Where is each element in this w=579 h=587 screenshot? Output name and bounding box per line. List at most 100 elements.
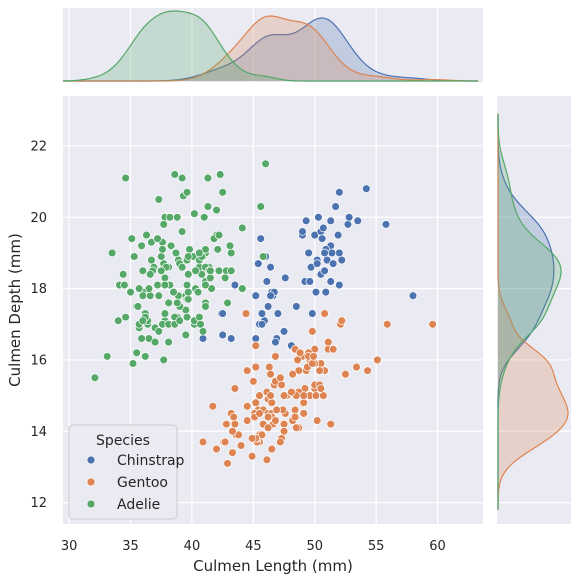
data-point-gentoo xyxy=(324,337,333,347)
data-point-gentoo xyxy=(352,362,361,372)
top-kde-fill-gentoo xyxy=(63,15,479,82)
data-point-adelie xyxy=(185,245,194,254)
legend-label-gentoo: Gentoo xyxy=(117,475,168,491)
data-point-chinstrap xyxy=(226,334,236,343)
data-point-adelie xyxy=(159,220,168,229)
data-point-gentoo xyxy=(263,412,273,422)
data-point-chinstrap xyxy=(331,202,340,211)
data-point-gentoo xyxy=(276,373,285,383)
data-point-gentoo xyxy=(228,427,237,436)
series-chinstrap xyxy=(198,184,418,350)
data-point-gentoo xyxy=(316,384,326,393)
data-point-chinstrap xyxy=(254,259,263,268)
data-point-adelie xyxy=(132,348,141,358)
data-point-adelie xyxy=(154,327,164,336)
data-point-adelie xyxy=(184,270,193,279)
data-point-adelie xyxy=(138,316,148,325)
data-point-chinstrap xyxy=(320,248,329,258)
data-point-adelie xyxy=(181,330,191,340)
data-point-gentoo xyxy=(311,391,321,400)
data-point-gentoo xyxy=(326,419,335,429)
data-point-adelie xyxy=(226,248,236,258)
data-point-gentoo xyxy=(230,384,240,393)
data-point-adelie xyxy=(199,213,209,222)
data-point-gentoo xyxy=(263,423,273,432)
legend-box xyxy=(68,424,178,520)
data-point-adelie xyxy=(129,252,139,261)
data-point-adelie xyxy=(182,312,192,322)
data-point-gentoo xyxy=(309,352,318,361)
data-point-chinstrap xyxy=(335,280,344,290)
data-point-adelie xyxy=(258,252,268,261)
data-point-adelie xyxy=(154,291,164,300)
data-point-gentoo xyxy=(299,391,308,400)
data-point-gentoo xyxy=(337,316,347,325)
y-tick-label: 22 xyxy=(30,139,47,154)
data-point-adelie xyxy=(137,334,146,343)
data-point-adelie xyxy=(90,373,100,383)
data-point-chinstrap xyxy=(251,334,261,343)
legend-label-adelie: Adelie xyxy=(117,497,160,513)
data-point-gentoo xyxy=(229,412,238,422)
x-tick-label: 40 xyxy=(184,539,201,554)
data-point-gentoo xyxy=(251,398,261,407)
y-tick-label: 18 xyxy=(30,282,47,297)
data-point-chinstrap xyxy=(320,266,329,276)
data-point-adelie xyxy=(195,312,204,322)
data-point-chinstrap xyxy=(230,280,240,290)
data-point-adelie xyxy=(170,170,180,179)
data-point-adelie xyxy=(177,227,187,236)
data-point-adelie xyxy=(128,359,138,368)
data-point-adelie xyxy=(121,173,130,183)
data-point-chinstrap xyxy=(251,291,261,300)
data-point-adelie xyxy=(150,337,160,347)
data-point-chinstrap xyxy=(344,213,354,222)
data-point-adelie xyxy=(191,266,200,276)
data-point-adelie xyxy=(193,287,203,297)
data-point-gentoo xyxy=(262,455,272,465)
right-kde-line-adelie xyxy=(497,113,562,510)
data-point-adelie xyxy=(218,188,227,197)
data-point-gentoo xyxy=(319,391,328,400)
data-point-adelie xyxy=(238,223,247,233)
data-point-gentoo xyxy=(236,441,246,450)
data-point-adelie xyxy=(154,195,164,204)
data-point-gentoo xyxy=(266,391,275,400)
data-point-adelie xyxy=(206,266,215,276)
data-point-chinstrap xyxy=(317,234,327,243)
data-point-chinstrap xyxy=(343,220,353,229)
data-point-adelie xyxy=(158,245,167,254)
data-point-gentoo xyxy=(267,444,277,454)
data-point-chinstrap xyxy=(381,220,391,229)
data-point-chinstrap xyxy=(305,277,315,286)
data-point-gentoo xyxy=(230,419,240,429)
data-point-gentoo xyxy=(220,437,230,447)
x-tick-label: 60 xyxy=(429,539,446,554)
data-point-adelie xyxy=(215,170,225,179)
data-point-gentoo xyxy=(299,409,308,418)
data-point-gentoo xyxy=(212,444,221,454)
top-kde-line-gentoo xyxy=(63,15,479,82)
data-point-chinstrap xyxy=(218,309,227,318)
data-point-chinstrap xyxy=(301,216,311,226)
data-point-adelie xyxy=(164,337,173,347)
data-point-chinstrap xyxy=(271,337,280,347)
y-tick-label: 12 xyxy=(30,496,47,511)
data-point-gentoo xyxy=(272,405,281,415)
data-point-chinstrap xyxy=(314,213,323,222)
y-tick-label: 14 xyxy=(30,425,47,440)
right-marginal-axes xyxy=(497,96,571,524)
data-point-chinstrap xyxy=(337,255,347,265)
data-point-gentoo xyxy=(249,377,258,386)
data-point-chinstrap xyxy=(279,327,289,336)
data-point-gentoo xyxy=(292,423,301,432)
data-point-gentoo xyxy=(288,369,297,379)
data-point-adelie xyxy=(184,252,193,261)
data-point-adelie xyxy=(165,213,175,222)
data-point-adelie xyxy=(203,202,213,211)
data-point-chinstrap xyxy=(298,227,307,236)
right-kde-fill-adelie xyxy=(498,113,562,510)
data-point-adelie xyxy=(138,266,148,276)
y-axis-label: Culmen Depth (mm) xyxy=(6,233,24,387)
